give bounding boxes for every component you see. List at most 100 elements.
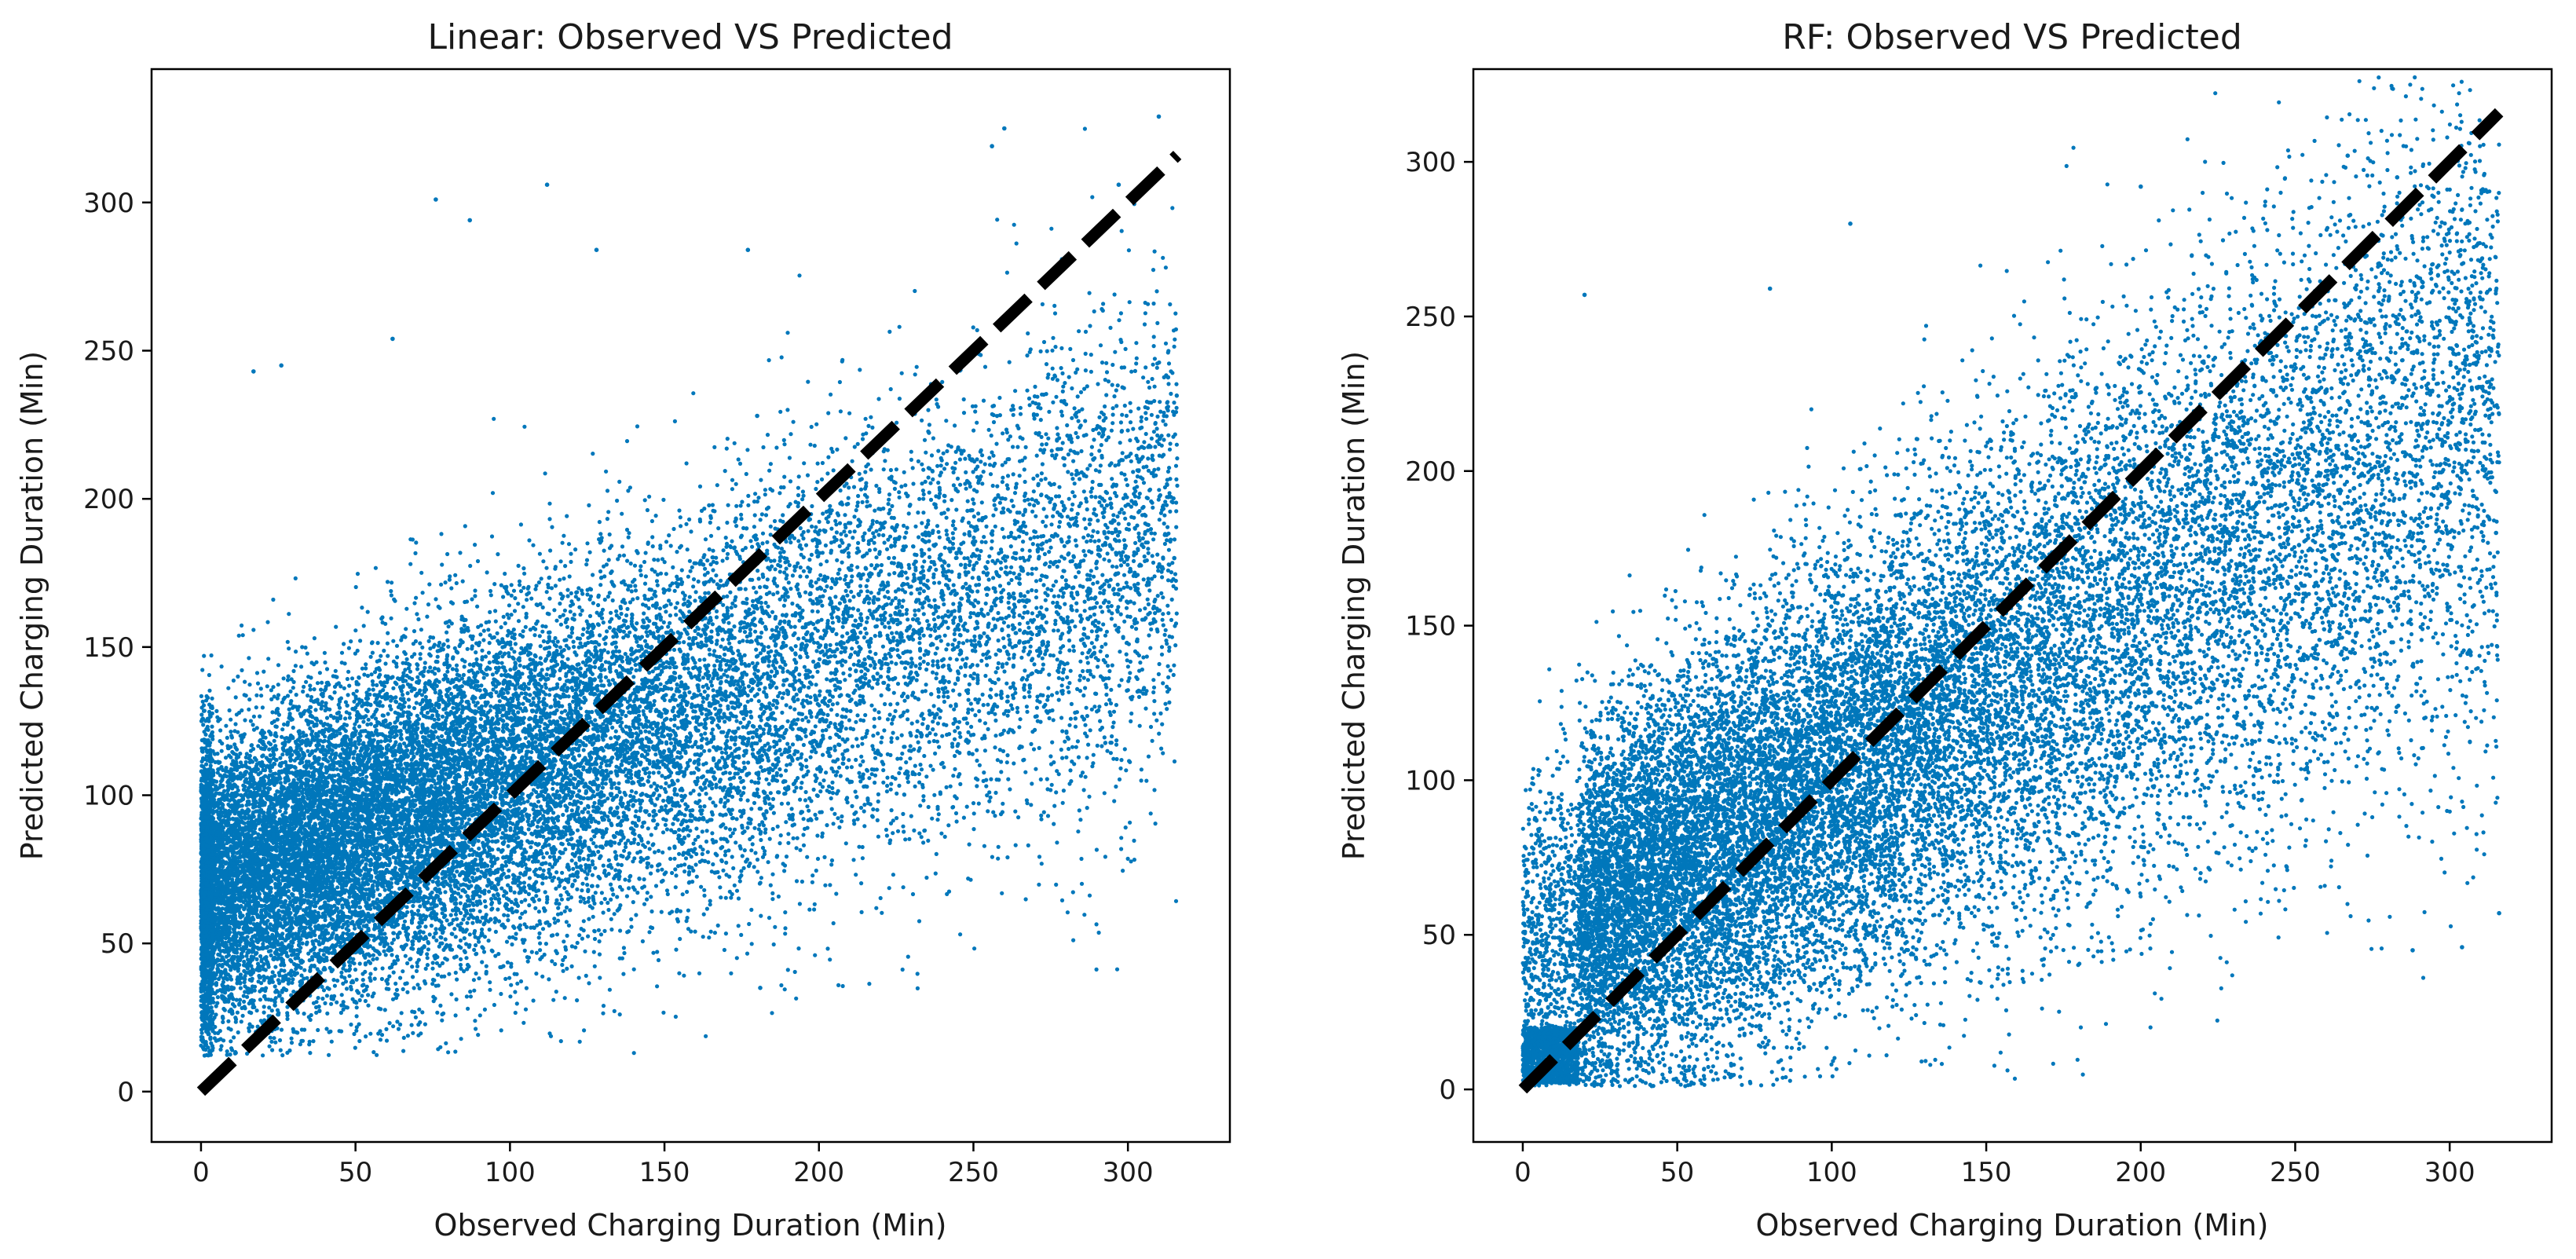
data-point bbox=[826, 455, 831, 459]
data-point bbox=[558, 893, 563, 898]
data-point bbox=[664, 803, 668, 808]
data-point bbox=[414, 595, 419, 600]
data-point bbox=[532, 633, 537, 638]
data-point bbox=[229, 1027, 233, 1032]
data-point bbox=[749, 907, 754, 912]
data-point bbox=[766, 604, 770, 609]
data-point bbox=[221, 1006, 226, 1012]
data-point bbox=[946, 507, 950, 512]
data-point bbox=[711, 862, 715, 867]
data-point bbox=[563, 847, 568, 851]
data-point bbox=[584, 862, 588, 868]
data-point bbox=[364, 1034, 368, 1039]
data-point bbox=[977, 763, 982, 767]
data-point bbox=[1079, 881, 1085, 886]
data-point bbox=[858, 584, 863, 588]
data-point bbox=[697, 792, 702, 797]
data-point bbox=[368, 654, 373, 659]
data-point bbox=[625, 699, 630, 705]
data-point bbox=[1038, 577, 1043, 583]
data-point bbox=[927, 740, 931, 745]
data-point bbox=[738, 503, 743, 508]
data-point bbox=[962, 556, 967, 561]
data-point bbox=[1081, 626, 1086, 631]
data-point bbox=[932, 598, 937, 602]
data-point bbox=[987, 456, 992, 460]
data-point bbox=[385, 641, 390, 646]
data-point bbox=[1049, 448, 1054, 453]
data-point bbox=[573, 878, 577, 883]
data-point bbox=[1026, 572, 1030, 576]
data-point bbox=[507, 975, 512, 980]
data-point bbox=[884, 827, 889, 833]
data-point bbox=[736, 896, 741, 901]
data-point bbox=[405, 691, 410, 696]
data-point bbox=[1004, 565, 1008, 569]
data-point bbox=[606, 900, 610, 906]
data-point bbox=[817, 519, 821, 525]
data-point bbox=[338, 684, 343, 689]
data-point bbox=[1071, 644, 1076, 649]
data-point bbox=[1157, 731, 1162, 736]
data-point bbox=[587, 895, 591, 900]
data-point bbox=[803, 716, 808, 720]
data-point bbox=[1129, 369, 1134, 374]
data-point bbox=[1021, 540, 1026, 544]
data-point bbox=[593, 891, 598, 895]
data-point bbox=[342, 686, 346, 690]
data-point bbox=[942, 633, 947, 638]
data-point bbox=[1060, 729, 1065, 734]
data-point bbox=[308, 726, 313, 731]
data-point bbox=[1153, 445, 1158, 449]
data-point bbox=[707, 935, 712, 940]
data-point bbox=[647, 847, 652, 851]
data-point bbox=[1161, 595, 1165, 600]
data-point bbox=[1034, 579, 1039, 584]
data-point bbox=[859, 477, 864, 481]
data-point bbox=[370, 679, 375, 684]
data-point bbox=[719, 644, 723, 649]
data-point bbox=[922, 559, 927, 564]
data-point bbox=[474, 650, 478, 655]
data-point bbox=[558, 614, 562, 619]
data-point bbox=[519, 899, 524, 904]
data-point bbox=[714, 561, 719, 565]
data-point bbox=[1064, 755, 1069, 759]
data-point bbox=[1061, 789, 1066, 793]
data-point bbox=[921, 492, 926, 497]
data-point bbox=[418, 904, 423, 909]
data-point bbox=[240, 803, 244, 808]
data-point bbox=[729, 606, 734, 610]
data-point bbox=[863, 734, 868, 739]
data-point bbox=[737, 775, 743, 780]
data-point bbox=[547, 855, 553, 859]
data-point bbox=[843, 522, 847, 527]
data-point bbox=[859, 754, 864, 759]
data-point bbox=[686, 574, 691, 579]
data-point bbox=[466, 1006, 470, 1011]
data-point bbox=[1118, 766, 1123, 770]
data-point bbox=[585, 592, 590, 597]
data-point bbox=[1162, 541, 1167, 547]
data-point bbox=[975, 328, 979, 332]
data-point bbox=[317, 671, 322, 675]
data-point bbox=[928, 633, 933, 639]
data-point bbox=[1044, 441, 1048, 447]
data-point bbox=[1060, 389, 1065, 393]
data-point bbox=[931, 580, 937, 585]
data-point bbox=[653, 850, 657, 855]
data-point bbox=[617, 781, 621, 785]
data-point bbox=[645, 616, 649, 620]
data-point bbox=[293, 576, 298, 581]
data-point bbox=[968, 484, 972, 489]
data-point bbox=[328, 713, 333, 719]
data-point bbox=[460, 705, 465, 709]
data-point bbox=[1118, 563, 1124, 568]
data-point bbox=[724, 544, 729, 549]
data-point bbox=[591, 914, 595, 919]
data-point bbox=[1125, 428, 1130, 433]
data-point bbox=[720, 637, 725, 642]
data-point bbox=[835, 712, 840, 717]
data-point bbox=[592, 664, 598, 670]
data-point bbox=[881, 613, 886, 617]
